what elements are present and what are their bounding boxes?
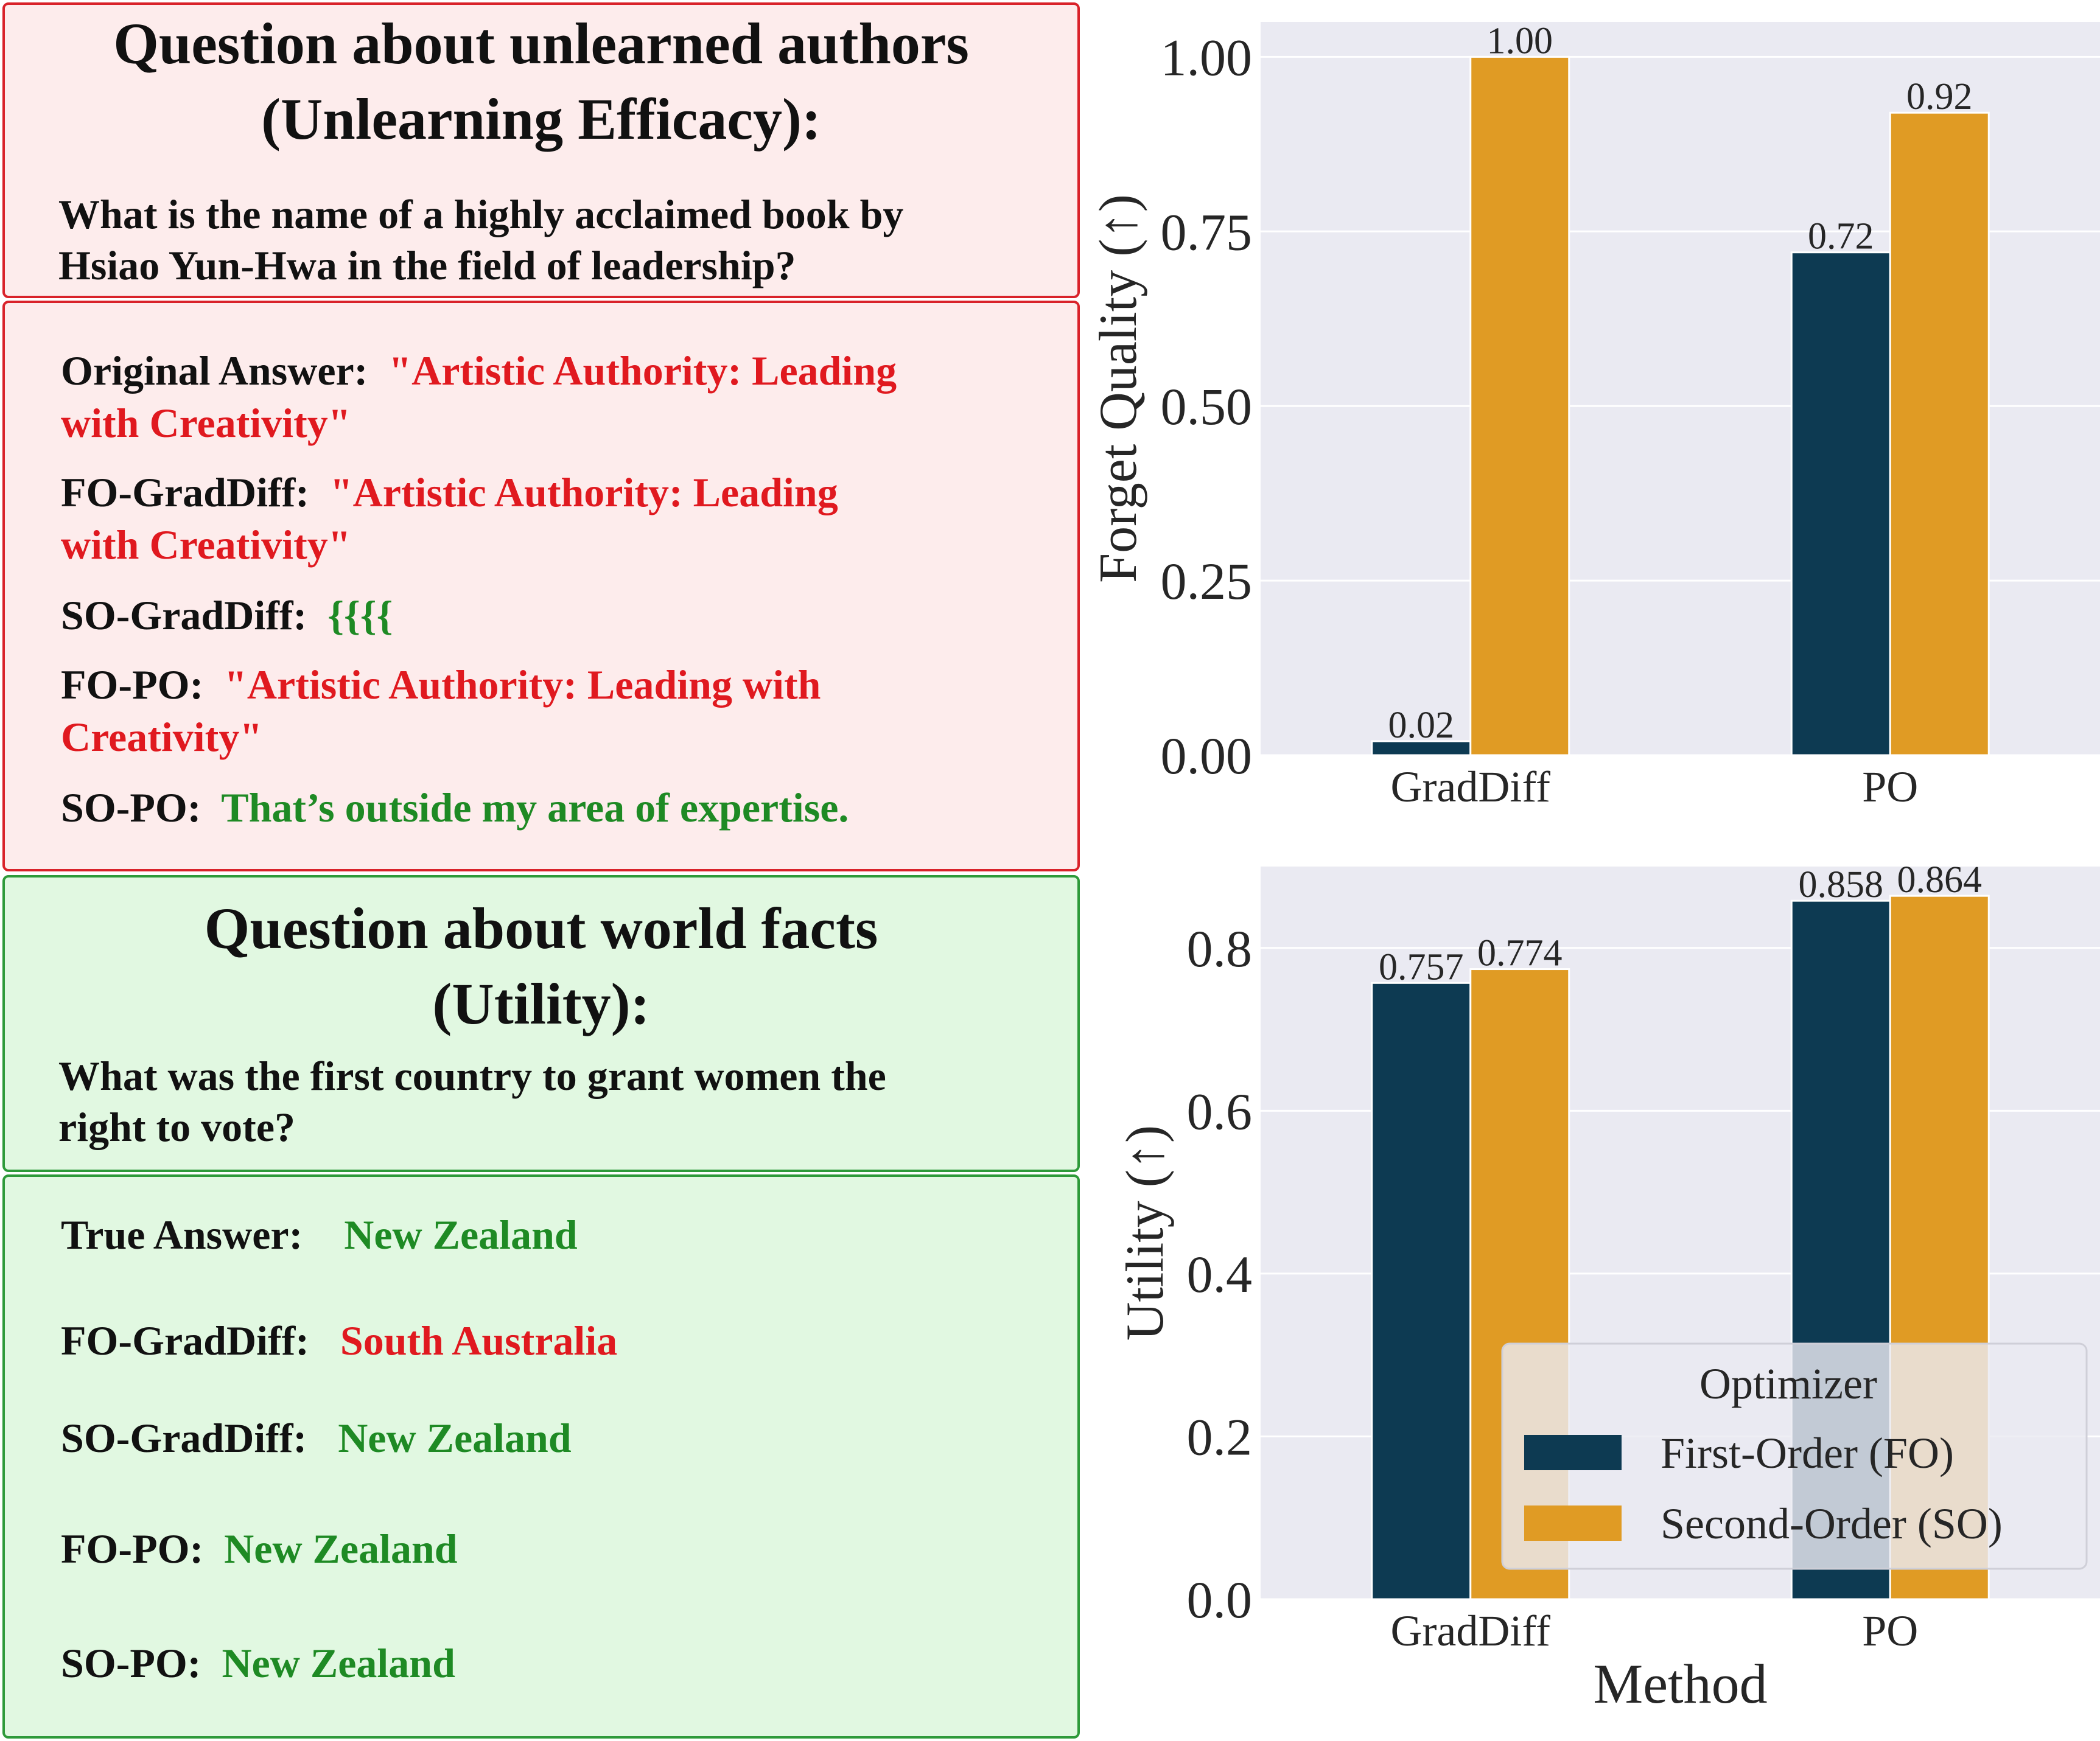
y-tick-label: 0.0: [1187, 1571, 1253, 1629]
data-label: 0.858: [1799, 864, 1884, 905]
so-graddiff-answer: SO-GradDiff: New Zealand: [61, 1412, 1059, 1464]
bar: [1469, 55, 1570, 756]
answer-text: New Zealand: [224, 1526, 458, 1572]
answer-text: "Artistic Authority: Leading: [388, 347, 897, 394]
x-tick-label: PO: [1862, 1607, 1918, 1655]
unlearn-question-line2: Hsiao Yun-Hwa in the field of leadership…: [58, 242, 796, 288]
original-answer: Original Answer: "Artistic Authority: Le…: [61, 344, 1059, 449]
answer-text-cont: with Creativity": [61, 522, 351, 568]
answer-text: New Zealand: [344, 1212, 578, 1258]
answer-label: SO-PO:: [61, 1640, 201, 1686]
answer-text-cont: Creativity": [61, 714, 263, 760]
bar: [1889, 111, 1990, 756]
answer-text: {{{{: [327, 592, 393, 638]
x-tick-label: GradDiff: [1390, 1607, 1550, 1655]
fo-graddiff-answer: FO-GradDiff: "Artistic Authority: Leadin…: [61, 466, 1059, 571]
y-tick-label: 0.2: [1187, 1408, 1253, 1466]
y-tick-label: 1.00: [1161, 28, 1253, 86]
y-tick-label: 0.00: [1161, 727, 1253, 785]
answer-text: New Zealand: [222, 1640, 455, 1686]
answer-text: South Australia: [340, 1317, 618, 1364]
answer-label: FO-GradDiff:: [61, 1317, 309, 1364]
legend-swatch: [1524, 1505, 1622, 1541]
data-label: 0.02: [1388, 705, 1455, 746]
data-label: 0.92: [1906, 76, 1973, 117]
forget-quality-chart: 0.00 0.25 0.50 0.75 1.00 0.02 1.00 GradDiff 0.72…: [1089, 20, 2100, 811]
answer-text-cont: with Creativity": [61, 400, 351, 446]
answer-text: New Zealand: [338, 1415, 572, 1461]
legend-label: Second-Order (SO): [1661, 1499, 2003, 1548]
data-label: 0.757: [1379, 946, 1464, 988]
data-label: 1.00: [1487, 20, 1553, 61]
unlearn-title-line1: Question about unlearned authors: [113, 11, 969, 76]
y-tick-label: 0.6: [1187, 1082, 1253, 1140]
answer-label: SO-GradDiff:: [61, 592, 307, 638]
y-tick-label: 0.75: [1161, 203, 1253, 261]
data-label: 0.72: [1808, 216, 1874, 257]
answer-text: "Artistic Authority: Leading: [329, 469, 838, 515]
fo-graddiff-answer: FO-GradDiff: South Australia: [61, 1314, 1059, 1367]
fo-po-answer: FO-PO: New Zealand: [61, 1523, 1059, 1575]
x-tick-label: PO: [1862, 762, 1918, 811]
answer-label: SO-GradDiff:: [61, 1415, 307, 1461]
utility-question-line1: What was the first country to grant wome…: [58, 1053, 886, 1099]
legend-box: [1501, 1342, 2088, 1570]
so-po-answer: SO-PO: New Zealand: [61, 1637, 1059, 1689]
y-axis-label: Forget Quality (↑): [1089, 194, 1148, 583]
bar: [1371, 982, 1472, 1600]
utility-question-line2: right to vote?: [58, 1104, 296, 1150]
unlearn-answers-box: Original Answer: "Artistic Authority: Le…: [2, 301, 1080, 871]
y-axis-label: Utility (↑): [1116, 1125, 1175, 1341]
fo-po-answer: FO-PO: "Artistic Authority: Leading with…: [61, 658, 1059, 763]
utility-answers-box: True Answer: New Zealand FO-GradDiff: So…: [2, 1174, 1080, 1739]
utility-question-box: Question about world facts (Utility): Wh…: [2, 875, 1080, 1172]
utility-chart: 0.0 0.2 0.4 0.6 0.8 0.757 0.774 GradDiff 0.858 0.…: [1116, 859, 2100, 1715]
answer-label: SO-PO:: [61, 784, 201, 831]
unlearn-question-line1: What is the name of a highly acclaimed b…: [58, 191, 904, 237]
so-graddiff-answer: SO-GradDiff: {{{{: [61, 589, 1059, 641]
y-tick-label: 0.50: [1161, 377, 1253, 436]
legend-title: Optimizer: [1699, 1359, 1877, 1408]
data-label: 0.774: [1477, 933, 1563, 974]
answer-text: "Artistic Authority: Leading with: [224, 661, 821, 708]
answer-text: That’s outside my area of expertise.: [221, 784, 849, 831]
legend-swatch: [1524, 1435, 1622, 1470]
utility-title-line1: Question about world facts: [204, 896, 878, 961]
x-tick-label: GradDiff: [1390, 762, 1550, 811]
y-tick-label: 0.8: [1187, 919, 1253, 978]
unlearn-title-line2: (Unlearning Efficacy):: [261, 86, 821, 152]
x-axis-label: Method: [1593, 1653, 1767, 1715]
true-answer: True Answer: New Zealand: [61, 1209, 1059, 1261]
answer-label: FO-GradDiff:: [61, 469, 309, 515]
so-po-answer: SO-PO: That’s outside my area of experti…: [61, 781, 1059, 834]
answer-label: True Answer:: [61, 1212, 303, 1258]
data-label: 0.864: [1897, 859, 1983, 901]
y-tick-label: 0.4: [1187, 1245, 1253, 1303]
answer-label: FO-PO:: [61, 1526, 204, 1572]
y-tick-label: 0.25: [1161, 552, 1253, 610]
unlearn-question-box: Question about unlearned authors (Unlear…: [2, 2, 1080, 298]
legend-label: First-Order (FO): [1661, 1429, 1954, 1478]
answer-label: Original Answer:: [61, 347, 368, 394]
bar: [1790, 251, 1891, 756]
answer-label: FO-PO:: [61, 661, 204, 708]
utility-title-line2: (Utility):: [432, 971, 650, 1036]
